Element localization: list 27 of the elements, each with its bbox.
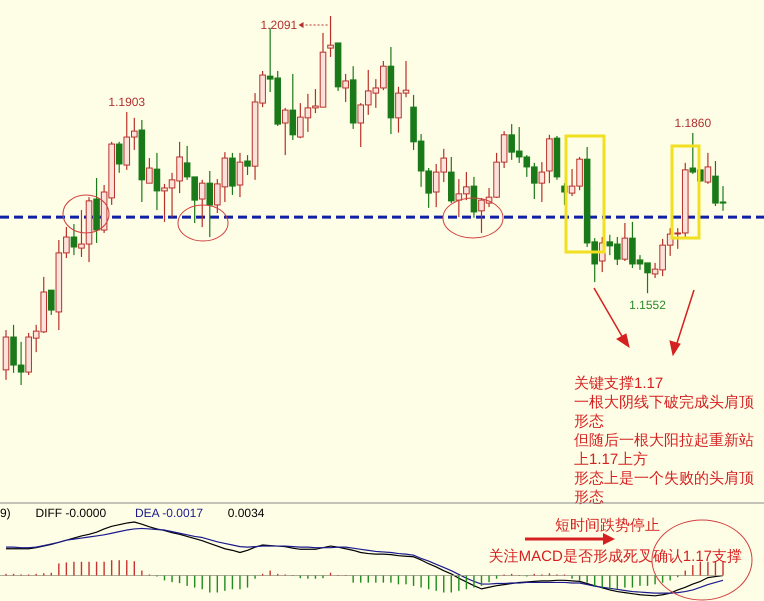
candlestick (116, 141, 123, 174)
series-label: DIFF -0.0000 (35, 506, 106, 520)
annotation: 1.1903 (108, 94, 146, 109)
candlestick (282, 107, 289, 156)
candlestick (206, 170, 214, 238)
annotation: 关键支撑1.17 (574, 375, 664, 392)
candlestick (48, 290, 55, 316)
candlestick (244, 154, 251, 176)
candlestick (704, 152, 712, 184)
candlestick (342, 73, 349, 103)
candlestick (198, 179, 206, 228)
candlestick (146, 157, 153, 184)
candlestick (622, 222, 628, 262)
text: 但随后一根大阳拉起重新站上1.17上方 (574, 432, 754, 468)
candlestick (154, 152, 160, 211)
candlestick (70, 224, 78, 256)
candlestick (538, 162, 546, 203)
annotation: 1.1552 (629, 298, 666, 312)
candlestick (236, 152, 244, 198)
annotation: 短时间跌势停止 (555, 517, 660, 534)
annotation: 1.1860 (674, 116, 712, 130)
candlestick (327, 15, 334, 58)
annotation: 1.2091 (260, 18, 298, 32)
text: 一根大阴线下破完成头肩顶形态 (574, 394, 754, 430)
series-label: DEA -0.0017 (134, 506, 204, 520)
text: 9) (0, 506, 11, 520)
text: 0.0034 (228, 506, 265, 520)
